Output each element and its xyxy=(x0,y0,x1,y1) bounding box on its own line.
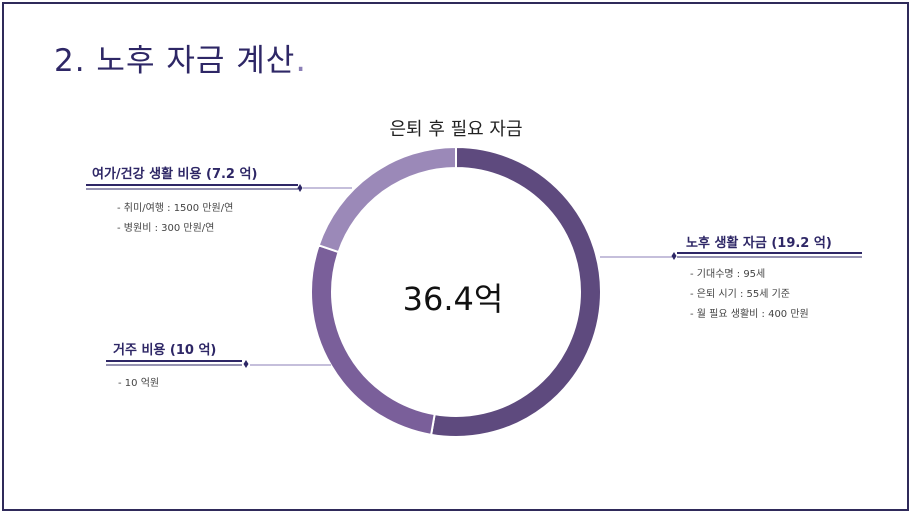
bullet-item: 은퇴 시기 : 55세 기준 xyxy=(690,285,809,305)
leader-diamond-housing xyxy=(243,360,249,368)
page-title-text: 2. 노후 자금 계산 xyxy=(54,43,296,79)
slice-bullets-leisure: 취미/여행 : 1500 만원/연 병원비 : 300 만원/연 xyxy=(117,199,234,239)
bullet-item: 기대수명 : 95세 xyxy=(690,265,809,285)
center-total-label: 36.4억 xyxy=(402,280,504,318)
slice-label-title: 거주 비용 (10 억) xyxy=(113,343,217,358)
leader-diamond-leisure xyxy=(297,184,303,192)
bullet-item: 월 필요 생활비 : 400 만원 xyxy=(690,305,809,325)
donut-slice-leisure xyxy=(317,145,457,254)
slice-bullets-living: 기대수명 : 95세 은퇴 시기 : 55세 기준 월 필요 생활비 : 400… xyxy=(690,265,809,325)
leader-diamond-living xyxy=(671,252,677,260)
slice-bullets-housing: 10 억원 xyxy=(118,374,159,394)
bullet-item: 취미/여행 : 1500 만원/연 xyxy=(117,199,234,219)
slice-label-title: 노후 생활 자금 (19.2 억) xyxy=(686,236,832,251)
title-dot: . xyxy=(295,40,308,80)
bullet-item: 10 억원 xyxy=(118,374,159,394)
chart-title: 은퇴 후 필요 자금 xyxy=(389,119,523,140)
slice-label-living: 노후 생활 자금 (19.2 억) xyxy=(686,232,861,251)
slice-label-title: 여가/건강 생활 비용 (7.2 억) xyxy=(92,167,258,182)
slice-label-leisure: 여가/건강 생활 비용 (7.2 억) xyxy=(92,163,257,182)
bullet-item: 병원비 : 300 만원/연 xyxy=(117,219,233,239)
slice-label-housing: 거주 비용 (10 억) xyxy=(113,339,216,358)
page-title: 2. 노후 자금 계산. xyxy=(54,35,307,80)
